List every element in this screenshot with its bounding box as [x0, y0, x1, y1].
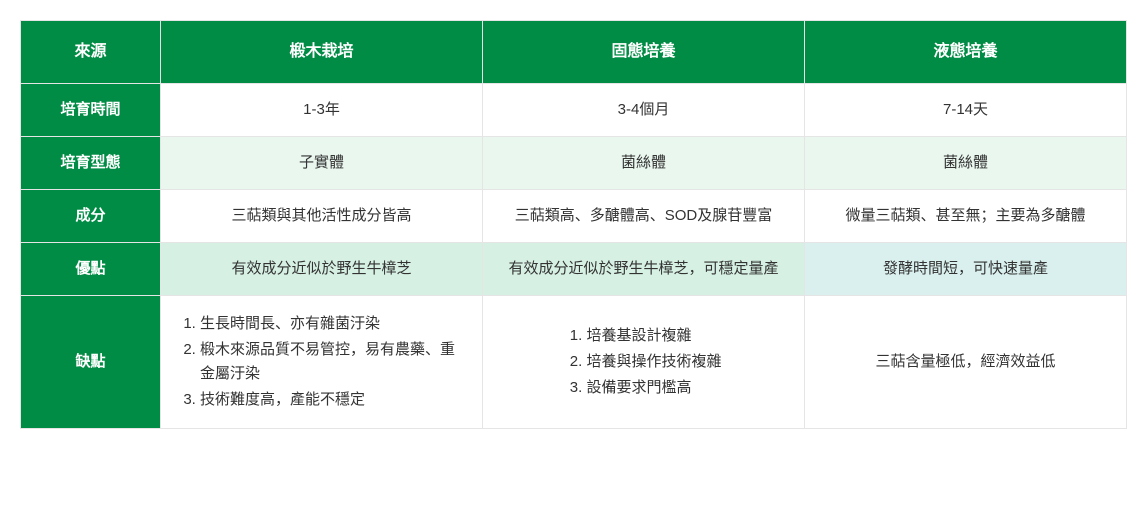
- row-form-label: 培育型態: [21, 136, 161, 189]
- list-item: 技術難度高，產能不穩定: [200, 388, 464, 412]
- cell-component-col2: 三萜類高、多醣體高、SOD及腺苷豐富: [483, 189, 805, 242]
- row-cons: 缺點 生長時間長、亦有雜菌汙染 椴木來源品質不易管控，易有農藥、重金屬汙染 技術…: [21, 295, 1127, 428]
- header-col2: 固態培養: [483, 21, 805, 84]
- list-item: 培養與操作技術複雜: [586, 350, 721, 374]
- list-item: 生長時間長、亦有雜菌汙染: [200, 312, 464, 336]
- row-component: 成分 三萜類與其他活性成分皆高 三萜類高、多醣體高、SOD及腺苷豐富 微量三萜類…: [21, 189, 1127, 242]
- header-col1: 椴木栽培: [161, 21, 483, 84]
- cell-pros-col1: 有效成分近似於野生牛樟芝: [161, 242, 483, 295]
- cell-form-col1: 子實體: [161, 136, 483, 189]
- cell-time-col1: 1-3年: [161, 83, 483, 136]
- list-item: 培養基設計複雜: [586, 324, 721, 348]
- cell-component-col1: 三萜類與其他活性成分皆高: [161, 189, 483, 242]
- cell-form-col2: 菌絲體: [483, 136, 805, 189]
- cons-list-col1: 生長時間長、亦有雜菌汙染 椴木來源品質不易管控，易有農藥、重金屬汙染 技術難度高…: [179, 310, 464, 414]
- cell-cons-col3: 三萜含量極低，經濟效益低: [805, 295, 1127, 428]
- row-component-label: 成分: [21, 189, 161, 242]
- row-pros: 優點 有效成分近似於野生牛樟芝 有效成分近似於野生牛樟芝，可穩定量產 發酵時間短…: [21, 242, 1127, 295]
- table-header-row: 來源 椴木栽培 固態培養 液態培養: [21, 21, 1127, 84]
- cell-component-col3: 微量三萜類、甚至無；主要為多醣體: [805, 189, 1127, 242]
- header-source: 來源: [21, 21, 161, 84]
- cultivation-comparison-table: 來源 椴木栽培 固態培養 液態培養 培育時間 1-3年 3-4個月 7-14天 …: [20, 20, 1127, 429]
- cell-time-col3: 7-14天: [805, 83, 1127, 136]
- cell-pros-col3: 發酵時間短，可快速量產: [805, 242, 1127, 295]
- list-item: 椴木來源品質不易管控，易有農藥、重金屬汙染: [200, 338, 464, 386]
- cell-time-col2: 3-4個月: [483, 83, 805, 136]
- row-cons-label: 缺點: [21, 295, 161, 428]
- row-pros-label: 優點: [21, 242, 161, 295]
- cell-cons-col1: 生長時間長、亦有雜菌汙染 椴木來源品質不易管控，易有農藥、重金屬汙染 技術難度高…: [161, 295, 483, 428]
- list-item: 設備要求門檻高: [586, 376, 721, 400]
- row-time: 培育時間 1-3年 3-4個月 7-14天: [21, 83, 1127, 136]
- header-col3: 液態培養: [805, 21, 1127, 84]
- cell-pros-col2: 有效成分近似於野生牛樟芝，可穩定量產: [483, 242, 805, 295]
- cons-list-col2: 培養基設計複雜 培養與操作技術複雜 設備要求門檻高: [565, 322, 721, 402]
- cell-form-col3: 菌絲體: [805, 136, 1127, 189]
- row-time-label: 培育時間: [21, 83, 161, 136]
- row-form: 培育型態 子實體 菌絲體 菌絲體: [21, 136, 1127, 189]
- cell-cons-col2: 培養基設計複雜 培養與操作技術複雜 設備要求門檻高: [483, 295, 805, 428]
